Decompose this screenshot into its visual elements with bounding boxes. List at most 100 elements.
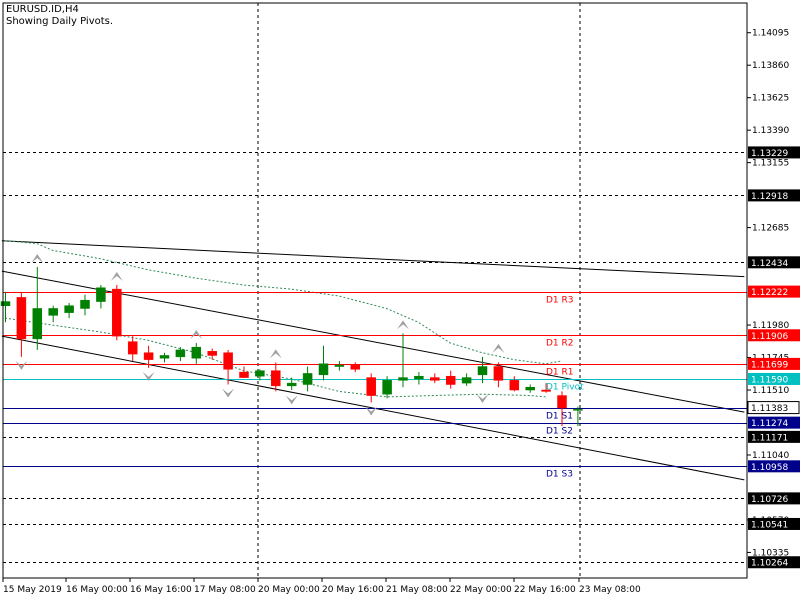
pivot-label: D1 S3: [546, 470, 573, 480]
x-tick-label: 16 May 16:00: [130, 585, 192, 595]
level-price-box-bg: [748, 517, 800, 530]
x-tick-label: 22 May 00:00: [450, 585, 512, 595]
y-tick-label: 1.13390: [752, 126, 789, 136]
bull-candle-body[interactable]: [191, 346, 202, 359]
bear-candle-body[interactable]: [541, 389, 551, 392]
channel-trendline[interactable]: [1, 270, 745, 413]
pivot-label: D1 Pivot: [546, 383, 584, 393]
x-tick-label: 15 May 2019: [3, 585, 62, 595]
bull-candle-body[interactable]: [80, 299, 90, 309]
pivot-price-box: 1.11274: [751, 419, 788, 429]
bull-candle-body[interactable]: [286, 382, 297, 387]
fractal-down-marker: [15, 360, 28, 370]
bull-candle-body[interactable]: [477, 366, 488, 376]
envelope-upper-line: [4, 240, 562, 365]
bear-candle-body[interactable]: [16, 297, 27, 340]
y-tick-label: 1.11040: [752, 451, 789, 461]
level-price-box-bg: [748, 189, 800, 202]
fractal-up-marker: [31, 254, 44, 264]
y-tick-label: 1.13155: [752, 159, 789, 169]
bear-candle-body[interactable]: [239, 371, 249, 378]
bull-candle-body[interactable]: [461, 377, 472, 384]
bull-candle-body[interactable]: [525, 387, 535, 391]
current-price-box-bg: [748, 401, 800, 414]
pivot-price-box: 1.10958: [751, 463, 788, 473]
bear-candle-body[interactable]: [143, 352, 154, 360]
level-price-box: 1.10541: [751, 520, 788, 530]
y-tick-label: 1.14095: [752, 29, 789, 39]
fractal-up-marker: [190, 330, 203, 340]
level-price-box-bg: [748, 430, 800, 443]
fractal-up-marker: [492, 343, 505, 353]
x-tick-label: 17 May 08:00: [194, 585, 256, 595]
pivot-price-box: 1.11699: [751, 360, 788, 370]
bull-candle-body[interactable]: [0, 301, 11, 306]
pivot-price-box-bg: [748, 285, 800, 298]
level-price-box: 1.10726: [751, 495, 788, 505]
pivot-price-box: 1.11590: [751, 375, 788, 385]
channel-trendline[interactable]: [1, 335, 745, 481]
bear-candle-body[interactable]: [366, 377, 376, 396]
level-price-box-bg: [748, 146, 800, 159]
x-tick-label: 21 May 08:00: [386, 585, 448, 595]
bear-candle-body[interactable]: [557, 395, 567, 409]
bull-candle-body[interactable]: [302, 373, 313, 385]
level-price-box: 1.10264: [751, 559, 788, 569]
level-price-box: 1.11171: [751, 433, 788, 443]
bear-candle-body[interactable]: [445, 375, 456, 385]
bull-candle-body[interactable]: [382, 380, 392, 395]
x-tick-label: 23 May 08:00: [579, 585, 641, 595]
pivot-price-box: 1.12222: [751, 288, 788, 298]
y-tick-label: 1.13625: [752, 94, 789, 104]
bear-candle-body[interactable]: [350, 364, 361, 370]
fractal-down-marker: [476, 394, 489, 404]
bull-candle-body[interactable]: [573, 409, 583, 411]
pivot-label: D1 S2: [546, 427, 573, 437]
bull-candle-body[interactable]: [96, 287, 106, 302]
plot-border: [2, 2, 748, 579]
pivot-price-box-bg: [748, 416, 800, 429]
bear-candle-body[interactable]: [112, 288, 122, 337]
level-price-box: 1.12434: [751, 259, 788, 269]
bull-candle-body[interactable]: [255, 370, 265, 377]
y-tick-label: 1.11510: [752, 386, 789, 396]
level-price-box-bg: [748, 556, 800, 569]
fractal-up-marker: [397, 320, 409, 330]
pivot-price-box: 1.11906: [751, 332, 788, 342]
bull-candle-body[interactable]: [175, 349, 186, 358]
bull-candle-body[interactable]: [398, 377, 408, 381]
pivot-price-box-bg: [748, 329, 800, 342]
x-tick-label: 16 May 00:00: [66, 585, 128, 595]
y-tick-label: 1.12685: [752, 224, 789, 234]
bear-candle-body[interactable]: [127, 341, 138, 355]
y-tick-label: 1.11980: [752, 321, 789, 331]
bull-candle-body[interactable]: [414, 375, 424, 380]
pivot-label: D1 R3: [546, 296, 574, 306]
bear-candle-body[interactable]: [271, 370, 281, 387]
bull-candle-body[interactable]: [32, 308, 43, 340]
bull-candle-body[interactable]: [334, 364, 345, 367]
pivot-price-box-bg: [748, 357, 800, 370]
bear-candle-body[interactable]: [493, 366, 504, 381]
bull-candle-body[interactable]: [64, 305, 74, 313]
fractal-down-marker: [285, 395, 298, 405]
fractal-up-marker: [110, 271, 123, 281]
pivot-price-box-bg: [748, 460, 800, 473]
level-price-box: 1.12918: [751, 192, 788, 202]
bear-candle-body[interactable]: [223, 352, 233, 370]
y-tick-label: 1.10335: [752, 548, 789, 558]
x-tick-label: 20 May 00:00: [258, 585, 320, 595]
bear-candle-body[interactable]: [430, 377, 440, 381]
level-price-box: 1.13229: [751, 149, 788, 159]
pivot-label: D1 S1: [546, 412, 573, 422]
y-tick-label: 1.13860: [752, 61, 789, 71]
bull-candle-body[interactable]: [159, 355, 170, 359]
bull-candle-body[interactable]: [48, 308, 58, 316]
bear-candle-body[interactable]: [207, 351, 217, 356]
level-price-box-bg: [748, 256, 800, 269]
channel-trendline[interactable]: [1, 240, 745, 278]
bull-candle-body[interactable]: [318, 363, 329, 376]
bear-candle-body[interactable]: [509, 380, 520, 391]
